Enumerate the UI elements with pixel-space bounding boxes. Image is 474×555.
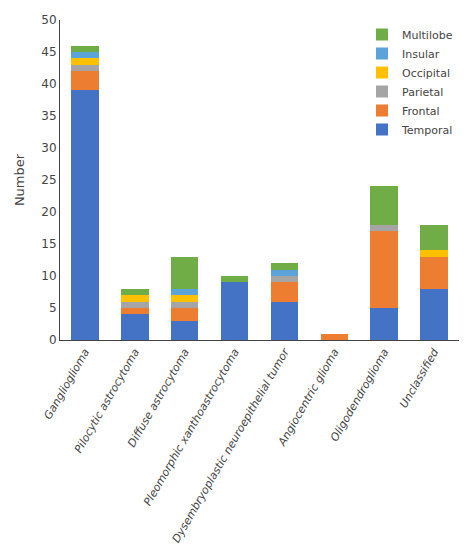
svg-text:Parietal: Parietal [402,86,443,99]
svg-text:Oligodendroglioma: Oligodendroglioma [328,346,392,443]
svg-text:20: 20 [41,205,56,219]
svg-text:10: 10 [41,269,56,283]
svg-text:Angiocentric glioma: Angiocentric glioma [275,346,342,449]
svg-text:Number: Number [12,153,27,206]
svg-text:Insular: Insular [402,48,440,61]
svg-text:Multilobe: Multilobe [402,29,453,42]
svg-text:Occipital: Occipital [402,67,450,80]
svg-text:Pleomorphic xanthoastrocytoma: Pleomorphic xanthoastrocytoma [141,346,242,508]
svg-text:40: 40 [41,77,56,91]
svg-text:35: 35 [41,109,56,123]
svg-text:Ganglioglioma: Ganglioglioma [41,346,92,421]
svg-text:Dysembryoplastic neuroepitheli: Dysembryoplastic neuroepithelial tumor [170,345,293,545]
svg-text:50: 50 [41,13,56,27]
svg-text:45: 45 [41,45,56,59]
svg-text:Unclassified: Unclassified [397,346,442,411]
svg-text:Diffuse astrocytoma: Diffuse astrocytoma [125,346,192,449]
svg-text:25: 25 [41,173,56,187]
svg-text:5: 5 [49,301,57,315]
svg-text:30: 30 [41,141,56,155]
svg-text:Pilocytic astrocytoma: Pilocytic astrocytoma [72,346,142,455]
svg-text:Frontal: Frontal [402,105,440,118]
svg-text:15: 15 [41,237,56,251]
svg-text:Temporal: Temporal [401,124,452,137]
svg-text:0: 0 [49,333,57,347]
